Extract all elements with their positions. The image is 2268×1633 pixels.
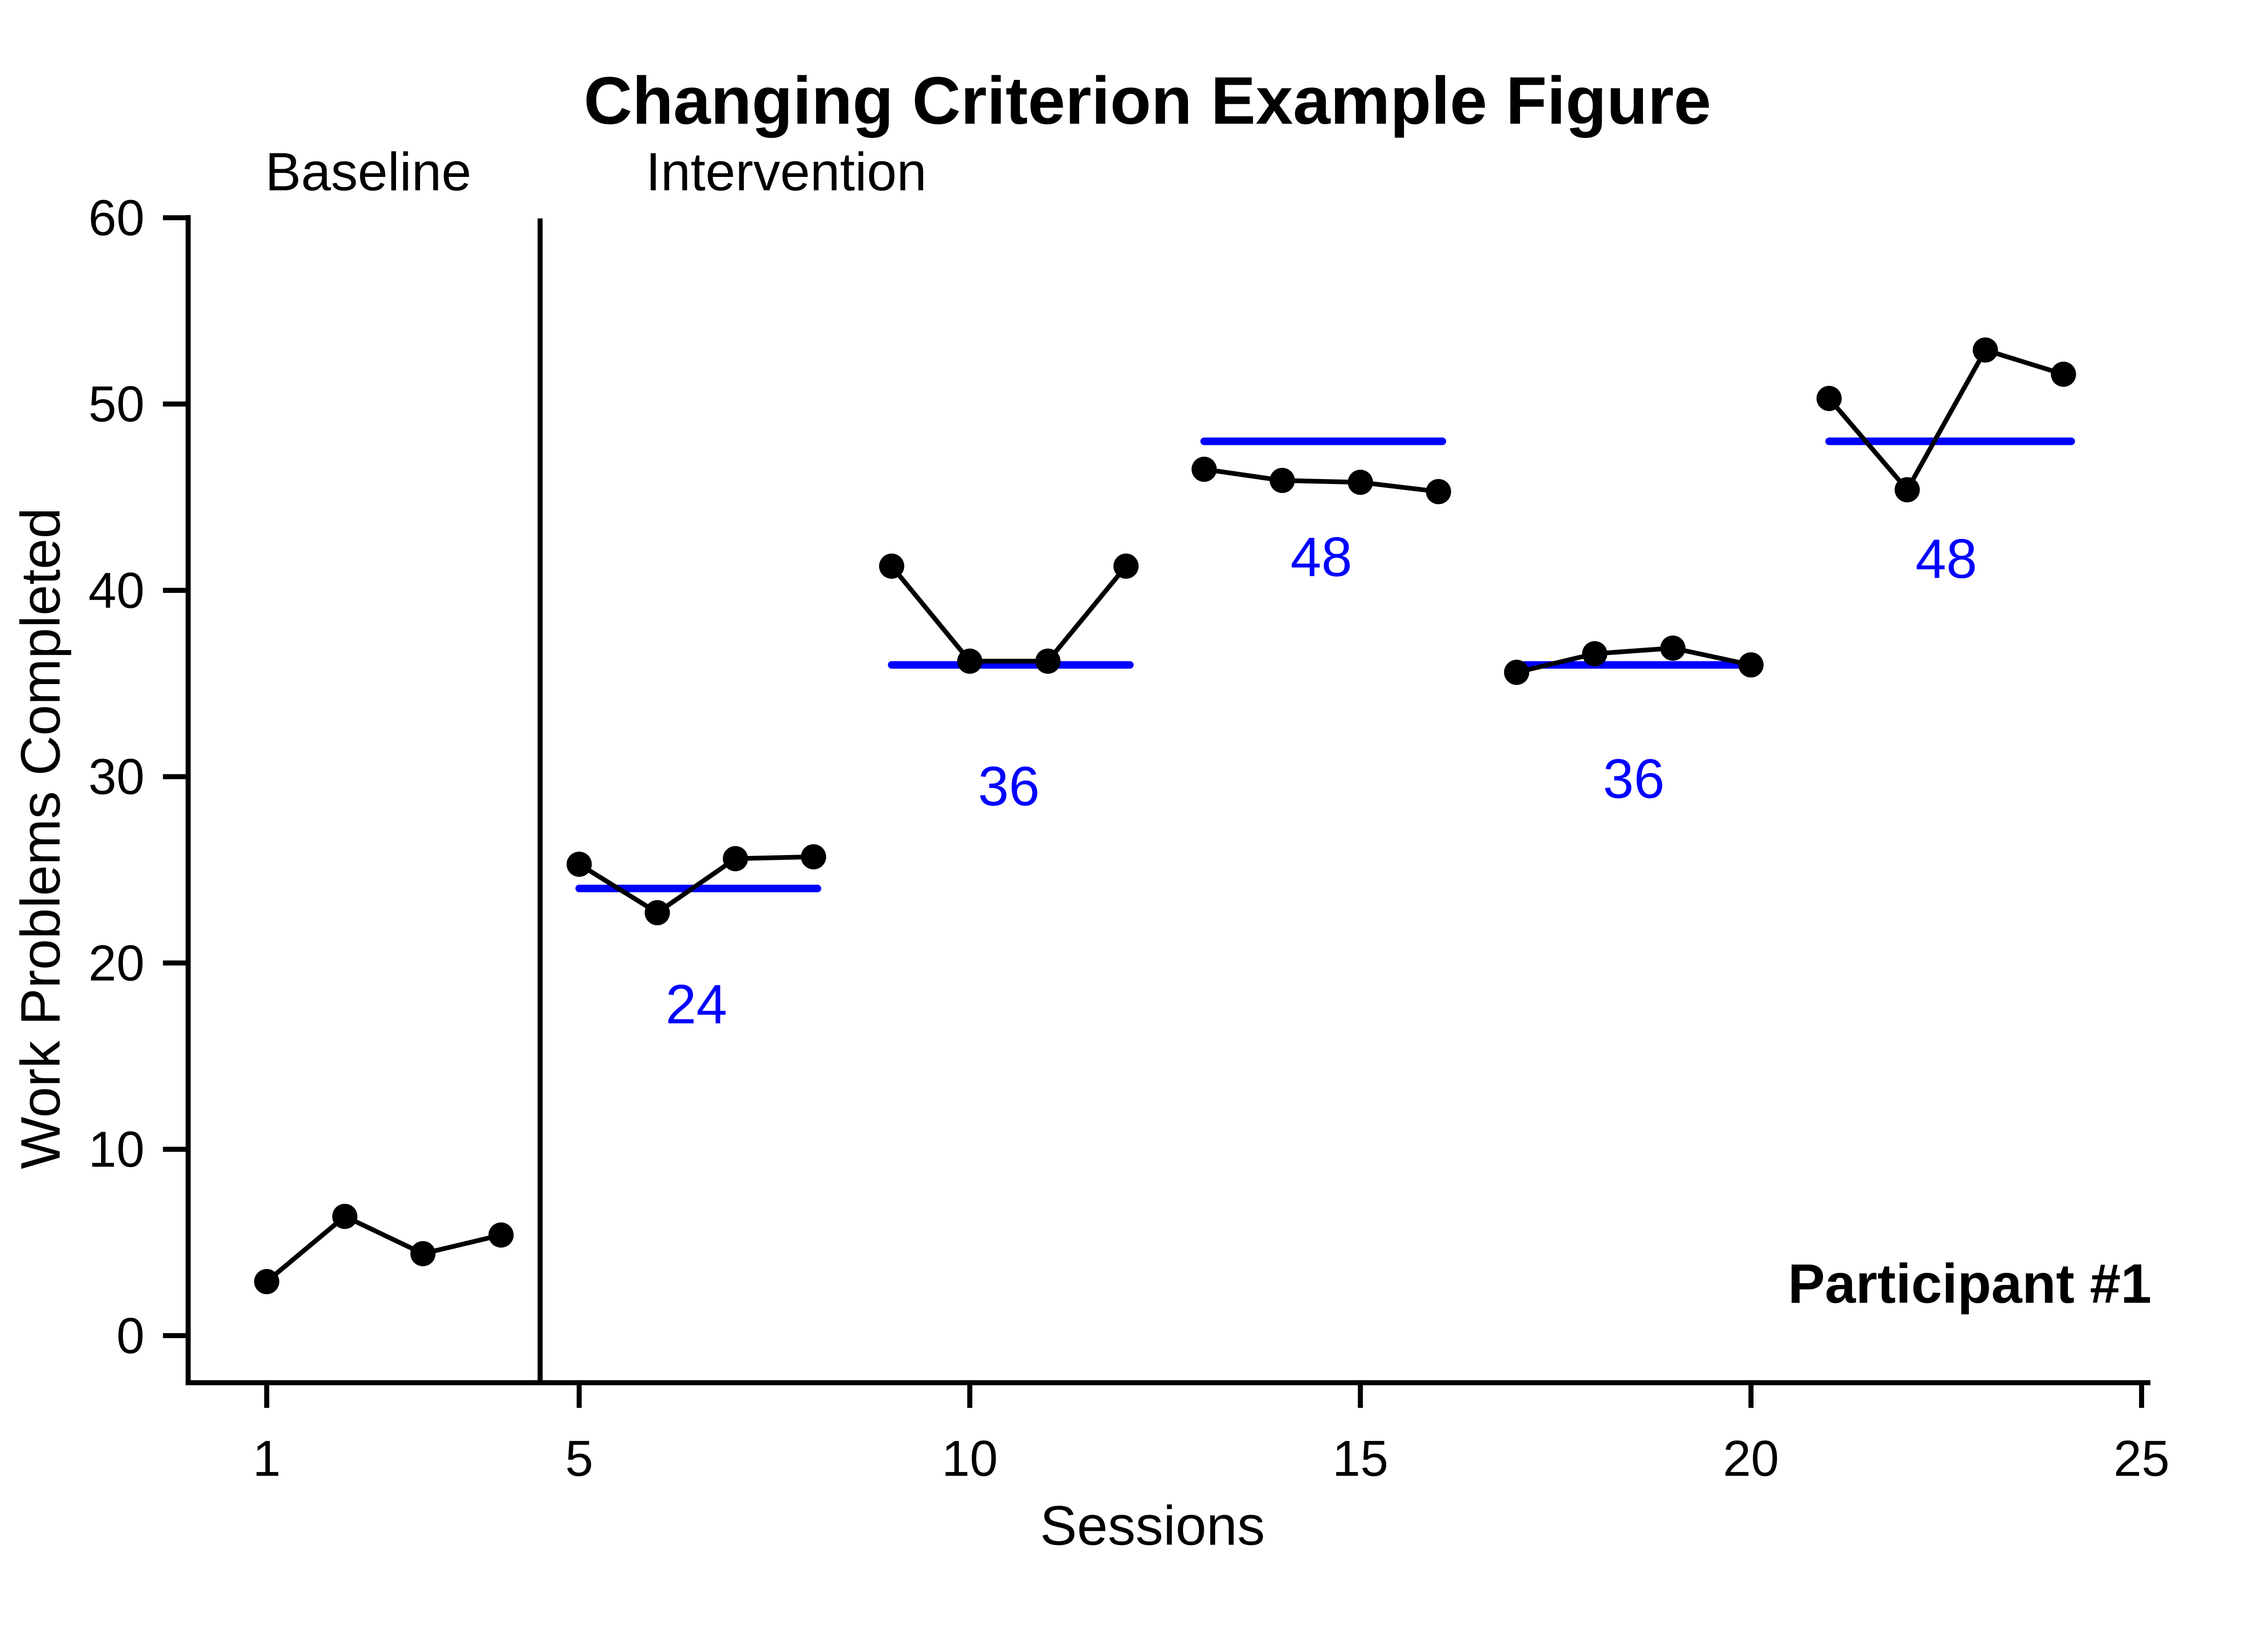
axes (186, 215, 2151, 1385)
data-point (2051, 362, 2076, 387)
criterion-label: 48 (1916, 528, 1977, 590)
data-point (1973, 337, 1998, 363)
criterion-lines: 24 36 48 36 48 (575, 437, 2075, 1035)
axis-spine (186, 215, 2151, 1385)
data-line-segment (265, 1214, 502, 1284)
x-axis-ticks: 1 5 10 15 20 25 (253, 1383, 2170, 1486)
x-axis-title: Sessions (1040, 1494, 1265, 1556)
y-axis-ticks: 0 10 20 30 40 50 60 (88, 190, 188, 1364)
y-tick-label: 50 (88, 376, 145, 432)
x-tick-label: 20 (1723, 1430, 1779, 1486)
data-series (254, 337, 2076, 1295)
x-tick-label: 10 (942, 1430, 998, 1486)
data-line-segment (890, 564, 1128, 664)
phase-label-baseline: Baseline (265, 142, 472, 202)
data-point (1348, 469, 1373, 495)
data-point (723, 846, 748, 871)
data-line-segment (1827, 347, 2064, 492)
y-tick-label: 40 (88, 562, 145, 619)
criterion-label: 36 (1603, 748, 1665, 810)
criterion-label: 24 (665, 973, 727, 1035)
data-point (1270, 468, 1295, 493)
y-tick-label: 30 (88, 748, 145, 805)
data-point (801, 844, 826, 870)
data-point (332, 1203, 357, 1229)
data-point (1504, 660, 1530, 685)
data-line-segment (1516, 645, 1752, 675)
data-point (1894, 477, 1920, 503)
y-tick-label: 0 (117, 1307, 145, 1364)
data-point (1426, 479, 1452, 504)
data-point (1738, 652, 1764, 678)
x-tick-label: 5 (565, 1430, 593, 1486)
data-point (488, 1222, 514, 1248)
criterion-label: 48 (1290, 526, 1352, 588)
data-point (879, 553, 904, 579)
data-point (957, 648, 982, 674)
x-tick-label: 1 (253, 1430, 281, 1486)
y-tick-label: 10 (88, 1121, 145, 1178)
criterion-label: 36 (978, 755, 1040, 817)
data-point (1816, 386, 1842, 411)
data-point (254, 1269, 279, 1295)
data-point (645, 900, 670, 925)
data-point (567, 851, 592, 877)
data-point (1582, 641, 1608, 666)
x-tick-label: 15 (1332, 1430, 1388, 1486)
data-line-segment (1203, 467, 1439, 494)
x-tick-label: 25 (2114, 1430, 2170, 1486)
data-point (1035, 648, 1061, 674)
data-line-segment (578, 854, 814, 915)
data-point (410, 1241, 436, 1266)
y-tick-label: 20 (88, 934, 145, 991)
data-point (1660, 636, 1686, 661)
data-point (1191, 456, 1217, 482)
data-point (1113, 553, 1139, 579)
y-axis-title: Work Problems Completed (9, 508, 71, 1169)
y-tick-label: 60 (88, 190, 145, 246)
chart-title: Changing Criterion Example Figure (584, 64, 1711, 138)
phase-label-intervention: Intervention (646, 142, 927, 202)
participant-annotation: Participant #1 (1788, 1252, 2152, 1315)
